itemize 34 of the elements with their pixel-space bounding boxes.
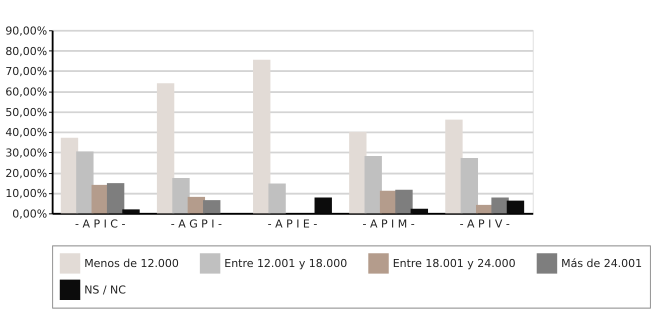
x-tick-label: - A G P I -: [170, 218, 222, 231]
bar: [203, 200, 220, 214]
x-tick-label: - A P I E -: [268, 218, 318, 231]
y-tick-label: 90,00%: [5, 24, 48, 38]
y-tick-label: 40,00%: [5, 126, 48, 140]
x-tick-label: - A P I C -: [75, 218, 126, 231]
bar: [156, 83, 174, 214]
y-tick-label: 60,00%: [5, 85, 48, 98]
bar: [445, 120, 463, 214]
y-tick-label: 70,00%: [5, 65, 48, 78]
legend-label: Entre 18.001 y 24.000: [392, 257, 516, 270]
legend-label: NS / NC: [84, 283, 126, 296]
y-tick-label: 50,00%: [5, 106, 48, 119]
y-tick-label: 10,00%: [5, 187, 48, 200]
y-tick-label: 80,00%: [5, 44, 48, 58]
y-tick-label: 0,00%: [12, 208, 48, 221]
bar: [253, 60, 270, 214]
x-tick-label: - A P I M -: [362, 218, 415, 231]
bar: [491, 198, 509, 214]
y-tick-label: 30,00%: [5, 146, 48, 160]
bar: [76, 151, 94, 214]
legend-label: Más de 24.001: [561, 257, 642, 270]
bar: [172, 178, 190, 214]
bar: [106, 183, 124, 214]
x-tick-label: - A P I V -: [460, 218, 510, 231]
bar: [460, 158, 478, 214]
legend-label: Menos de 12.000: [84, 257, 179, 270]
bar: [349, 132, 367, 214]
y-tick-label: 20,00%: [5, 166, 48, 180]
legend-label: Entre 12.001 y 18.000: [224, 257, 348, 270]
bar: [188, 196, 206, 214]
bar: [268, 183, 286, 214]
bar: [364, 156, 382, 214]
bar: [395, 190, 413, 214]
